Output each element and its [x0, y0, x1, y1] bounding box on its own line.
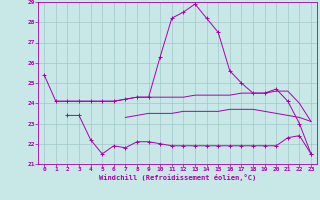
- X-axis label: Windchill (Refroidissement éolien,°C): Windchill (Refroidissement éolien,°C): [99, 174, 256, 181]
